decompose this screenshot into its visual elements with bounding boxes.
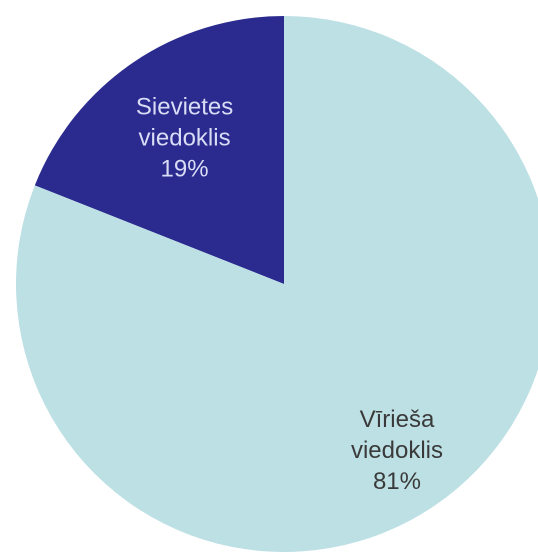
slice-label-line: viedoklis xyxy=(139,125,231,152)
pie-labels: Sievietes viedoklis 19% Vīrieša viedoklis 81% xyxy=(136,94,443,496)
slice-value: 81% xyxy=(373,468,421,495)
slice-label-line: Sievietes xyxy=(136,94,233,121)
slice-label-line: viedoklis xyxy=(351,437,443,464)
pie-slice-1 xyxy=(34,16,284,284)
slice-value: 19% xyxy=(161,156,209,183)
slice-label-line: Vīrieša xyxy=(360,406,435,433)
pie-slice-label-2: Vīrieša viedoklis 81% xyxy=(351,406,443,495)
pie-slice-2 xyxy=(16,16,538,552)
pie-slices xyxy=(16,16,538,552)
pie-slice-label-1: Sievietes viedoklis 19% xyxy=(136,94,233,183)
